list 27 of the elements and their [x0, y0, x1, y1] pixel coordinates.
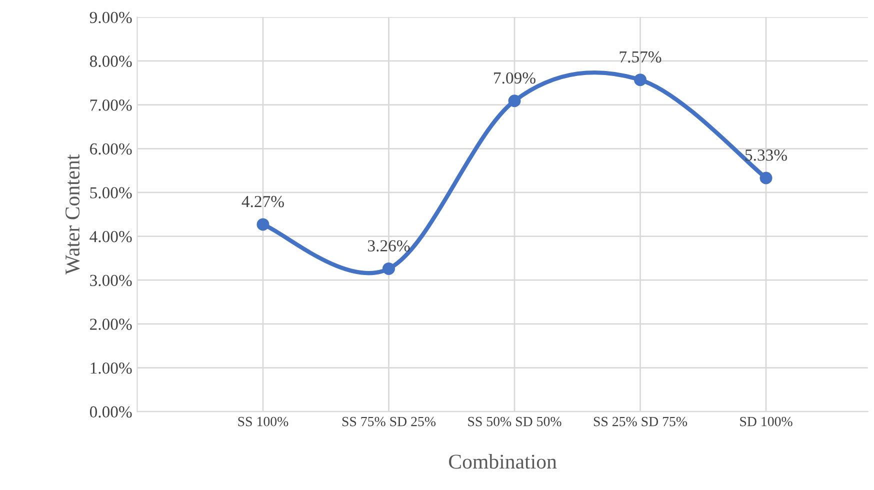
y-axis-title: Water Content: [66, 154, 80, 275]
point: [382, 262, 395, 275]
y-tick-label: 3.00%: [90, 274, 132, 286]
data-label: 7.09%: [494, 72, 536, 84]
y-tick-label: 2.00%: [90, 318, 132, 330]
data-label: 5.33%: [745, 149, 787, 161]
x-tick-label: SS 75% SD 25%: [342, 416, 436, 426]
x-axis-title: Combination: [449, 454, 557, 469]
x-tick-label: SD 100%: [740, 416, 792, 426]
y-tick-label: 4.00%: [90, 230, 132, 242]
x-tick-label: SS 100%: [238, 416, 288, 426]
point: [256, 218, 270, 231]
data-label: 4.27%: [242, 196, 284, 208]
y-tick-label: 7.00%: [90, 100, 132, 111]
data-label: 7.57%: [620, 51, 662, 63]
y-tick-label: 1.00%: [90, 362, 132, 374]
point: [634, 74, 647, 86]
y-tick-label: 8.00%: [90, 56, 132, 67]
data-label: 3.26%: [368, 240, 410, 252]
x-tick-label: SS 50% SD 50%: [468, 416, 562, 426]
point: [508, 94, 521, 108]
x-tick-label: SS 25% SD 75%: [594, 416, 688, 426]
y-tick-label: 9.00%: [90, 12, 132, 24]
y-tick-label: 0.00%: [90, 406, 132, 418]
point: [760, 172, 772, 184]
y-tick-label: 6.00%: [90, 143, 132, 155]
y-tick-label: 5.00%: [90, 187, 132, 198]
